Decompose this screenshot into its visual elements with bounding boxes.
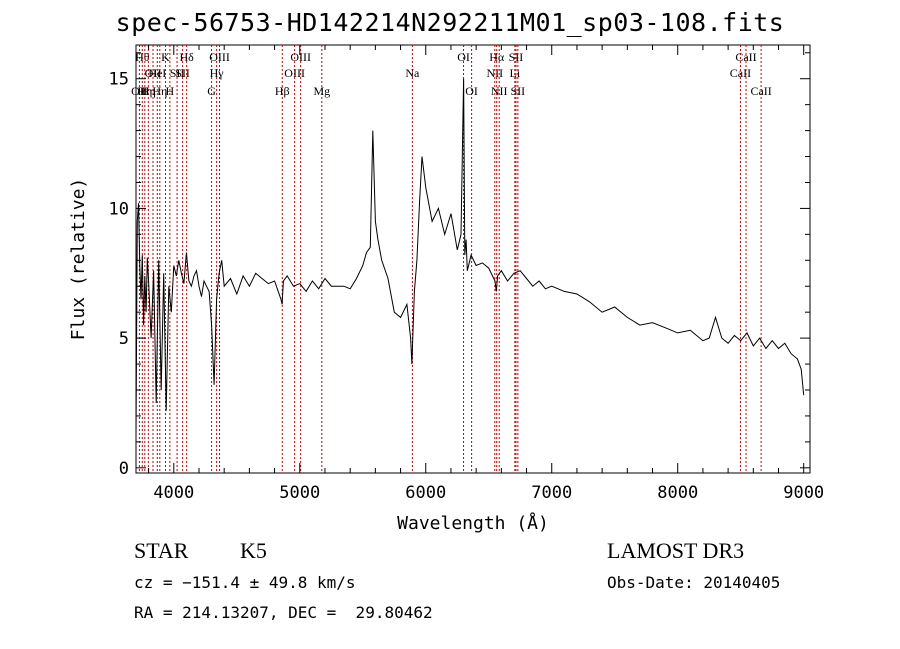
line-marker-label: Hη	[141, 84, 156, 98]
line-marker-label: H	[166, 84, 175, 98]
line-marker-label: OI	[457, 50, 470, 64]
line-marker-label: CaII	[750, 84, 771, 98]
line-marker-label: HeI	[148, 66, 166, 80]
line-marker-label: Na	[405, 66, 420, 80]
x-tick-label: 7000	[531, 483, 572, 503]
x-tick-label: 5000	[279, 483, 320, 503]
x-tick-label: 9000	[783, 483, 824, 503]
line-marker-label: Hη	[152, 84, 167, 98]
line-marker-label: OIII	[209, 50, 230, 64]
plot-frame	[135, 44, 811, 474]
line-marker-label: G	[207, 84, 216, 98]
line-marker-label: Hα	[489, 50, 505, 64]
y-tick-label: 0	[119, 459, 129, 479]
ra-dec: RA = 214.13207, DEC = 29.80462	[134, 603, 433, 622]
line-marker-label: Hγ	[210, 66, 225, 80]
line-marker-label: OI	[465, 84, 478, 98]
spectrum-line	[135, 78, 805, 437]
object-class: STAR	[134, 538, 189, 563]
x-tick-label: 6000	[405, 483, 446, 503]
line-marker-label: CaII	[730, 66, 751, 80]
y-axis-label: Flux (relative)	[68, 178, 89, 341]
redshift-cz: cz = −151.4 ± 49.8 km/s	[134, 573, 356, 592]
line-marker-label: OII	[131, 84, 148, 98]
obs-date: Obs-Date: 20140405	[607, 573, 781, 592]
line-marker-label: Mg	[313, 84, 330, 98]
line-marker-label: SII	[170, 66, 185, 80]
line-marker-label: SII	[511, 84, 526, 98]
line-markers: OIIHθHηHηOIIHeIHηKHSIISIIHδGHγOIIIHβOIII…	[131, 45, 772, 473]
line-marker-label: Li	[509, 66, 520, 80]
axis-ticks: 4000 5000 6000 7000 8000 9000 0 5 10 15	[109, 45, 824, 503]
line-marker-label: OIII	[290, 50, 311, 64]
line-marker-label: Hδ	[179, 50, 194, 64]
line-marker-label: SII	[509, 50, 524, 64]
line-marker-label: SII	[175, 66, 190, 80]
y-tick-label: 5	[119, 329, 129, 349]
line-marker-label: NII	[486, 66, 503, 80]
subclass: K5	[240, 538, 267, 563]
x-axis-label: Wavelength (Å)	[397, 512, 549, 534]
chart-title: spec-56753-HD142214N292211M01_sp03-108.f…	[115, 8, 785, 37]
line-marker-label: CaII	[735, 50, 756, 64]
line-marker-label: OIII	[284, 66, 305, 80]
line-marker-label: Hβ	[275, 84, 290, 98]
y-tick-label: 10	[109, 199, 129, 219]
line-marker-label: Hθ	[135, 50, 150, 64]
line-marker-label: NII	[491, 84, 508, 98]
survey-name: LAMOST DR3	[607, 538, 745, 563]
y-tick-label: 15	[109, 70, 129, 90]
line-marker-label: K	[161, 50, 170, 64]
x-tick-label: 4000	[153, 483, 194, 503]
x-tick-label: 8000	[657, 483, 698, 503]
